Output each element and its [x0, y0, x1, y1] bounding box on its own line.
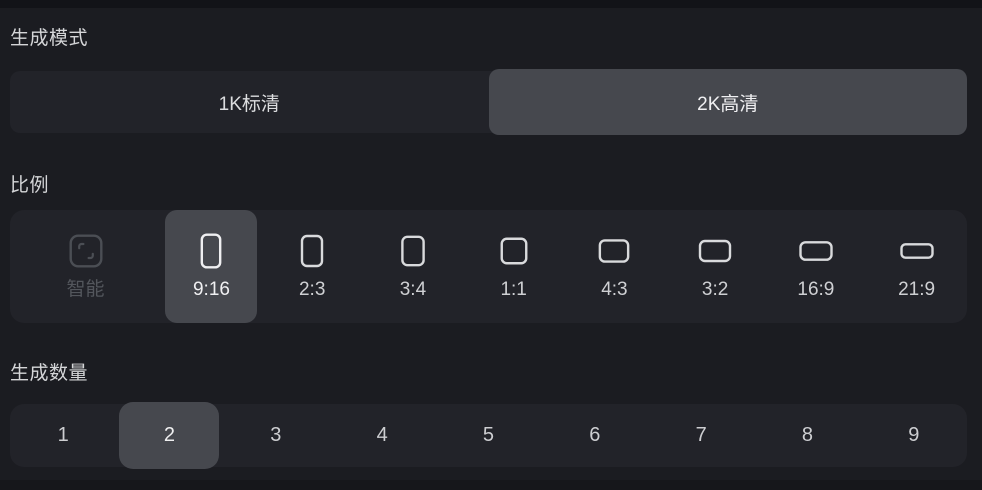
ratio-option-tile[interactable]: 21:9	[871, 210, 963, 323]
aspect-2-3-icon	[294, 233, 330, 269]
panel-top-edge	[0, 0, 982, 8]
panel-bottom-edge	[0, 480, 982, 490]
generation-mode-label: 生成模式	[10, 28, 89, 49]
mode-option-label: 1K标清	[218, 93, 280, 115]
count-option-tile[interactable]: 2	[119, 402, 220, 469]
count-option-5[interactable]: 5	[435, 404, 541, 467]
ratio-option-label: 16:9	[797, 279, 835, 300]
ratio-option-tile[interactable]: 3:2	[669, 210, 761, 323]
count-option-2[interactable]: 2	[116, 402, 222, 469]
aspect-16-9-icon	[798, 233, 834, 269]
aspect-ratio-options: 智能 9:16 2:3 3:4 1:1 4:3 3:2 16:9 21:9	[10, 210, 967, 323]
generation-count-label: 生成数量	[10, 363, 89, 384]
ratio-option-21-9[interactable]: 21:9	[866, 210, 967, 323]
count-option-tile[interactable]: 1	[57, 424, 69, 446]
count-option-tile[interactable]: 3	[270, 424, 282, 446]
ratio-option-label: 智能	[66, 279, 105, 300]
aspect-1-1-icon	[496, 233, 532, 269]
ratio-option-label: 3:4	[399, 279, 427, 300]
ratio-option-label: 3:2	[701, 279, 729, 300]
aspect-ratio-label: 比例	[10, 175, 50, 196]
count-option-3[interactable]: 3	[223, 404, 329, 467]
ratio-option-4-3[interactable]: 4:3	[564, 210, 665, 323]
ratio-option-label: 2:3	[298, 279, 326, 300]
ratio-option-1-1[interactable]: 1:1	[463, 210, 564, 323]
ratio-option-smart[interactable]: 智能	[10, 210, 161, 323]
aspect-3-4-icon	[395, 233, 431, 269]
aspect-9-16-icon	[193, 233, 229, 269]
smart-frame-icon	[68, 233, 104, 269]
ratio-option-3-2[interactable]: 3:2	[665, 210, 766, 323]
aspect-21-9-icon	[899, 233, 935, 269]
smart-frame-icon	[69, 234, 103, 268]
mode-option-label: 2K高清	[697, 93, 759, 115]
ratio-option-tile[interactable]: 9:16	[165, 210, 258, 323]
aspect-3-4-icon	[401, 235, 425, 267]
count-option-tile[interactable]: 8	[801, 424, 814, 446]
aspect-1-1-icon	[500, 237, 528, 265]
count-option-tile[interactable]: 5	[482, 424, 495, 446]
ratio-option-tile[interactable]: 1:1	[468, 210, 560, 323]
count-option-8[interactable]: 8	[754, 404, 860, 467]
aspect-21-9-icon	[899, 243, 934, 259]
aspect-4-3-icon	[596, 233, 632, 269]
aspect-3-2-icon	[697, 233, 733, 269]
count-option-tile[interactable]: 7	[695, 424, 707, 446]
ratio-option-3-4[interactable]: 3:4	[363, 210, 464, 323]
aspect-3-2-icon	[698, 239, 732, 263]
aspect-4-3-icon	[599, 239, 630, 263]
ratio-option-label: 1:1	[500, 279, 527, 300]
mode-option-2k[interactable]: 2K高清	[488, 69, 967, 135]
aspect-2-3-icon	[301, 234, 324, 268]
generation-mode-options: 1K标清 2K高清	[10, 69, 967, 135]
ratio-option-tile[interactable]: 4:3	[568, 210, 660, 323]
ratio-option-label: 21:9	[898, 279, 936, 300]
ratio-option-label: 4:3	[601, 279, 628, 300]
mode-option-1k[interactable]: 1K标清	[10, 71, 489, 133]
count-option-4[interactable]: 4	[329, 404, 435, 467]
ratio-option-tile[interactable]: 智能	[40, 210, 132, 323]
ratio-option-16-9[interactable]: 16:9	[766, 210, 867, 323]
count-option-tile[interactable]: 4	[376, 424, 388, 446]
count-option-tile[interactable]: 6	[589, 424, 601, 446]
count-option-7[interactable]: 7	[648, 404, 754, 467]
aspect-16-9-icon	[799, 241, 833, 261]
ratio-option-tile[interactable]: 16:9	[770, 210, 862, 323]
aspect-9-16-icon	[201, 233, 222, 269]
count-option-tile[interactable]: 9	[908, 424, 920, 446]
count-option-9[interactable]: 9	[861, 404, 967, 467]
ratio-option-2-3[interactable]: 2:3	[262, 210, 363, 323]
count-option-6[interactable]: 6	[542, 404, 648, 467]
ratio-option-label: 9:16	[192, 279, 230, 300]
count-option-1[interactable]: 1	[10, 404, 116, 467]
generation-count-options: 1 2 3 4 5 6 7 8 9	[10, 402, 967, 469]
ratio-option-tile[interactable]: 3:4	[367, 210, 459, 323]
ratio-option-tile[interactable]: 2:3	[266, 210, 358, 323]
ratio-option-9-16[interactable]: 9:16	[161, 210, 262, 323]
